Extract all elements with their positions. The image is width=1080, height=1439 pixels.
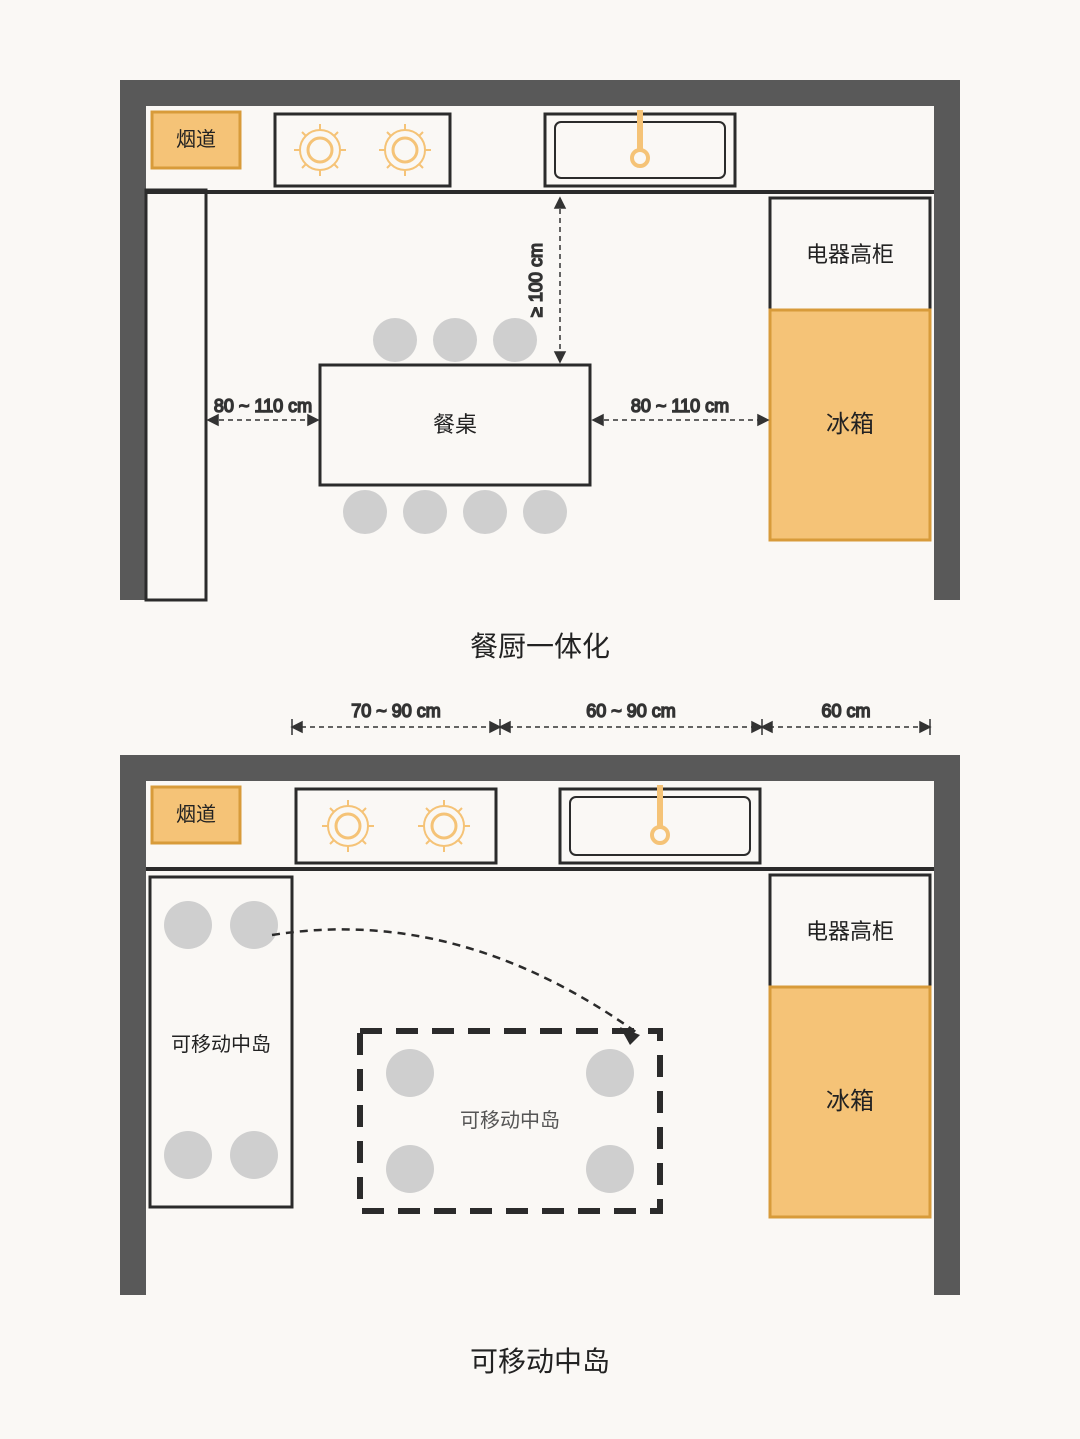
diagram1-title: 餐厨一体化 <box>0 625 1080 665</box>
dim-right: 80 ~ 110 cm <box>593 396 768 425</box>
dim-rail: 70 ~ 90 cm 60 ~ 90 cm 60 cm <box>292 701 930 735</box>
svg-text:70 ~ 90 cm: 70 ~ 90 cm <box>351 701 441 721</box>
island-dot <box>386 1145 434 1193</box>
island-dot <box>230 901 278 949</box>
island-dot <box>586 1049 634 1097</box>
island-center-label: 可移动中岛 <box>460 1109 560 1132</box>
tall-cabinet-label: 电器高柜 <box>806 242 894 267</box>
seat <box>493 318 537 362</box>
diagram-movable-island: 70 ~ 90 cm 60 ~ 90 cm 60 cm 烟道 电器高柜 冰箱 可… <box>0 695 1080 1375</box>
svg-text:≥ 100 cm: ≥ 100 cm <box>526 243 546 317</box>
island-left-label: 可移动中岛 <box>171 1033 271 1056</box>
seat <box>463 490 507 534</box>
fridge-label: 冰箱 <box>826 1088 874 1115</box>
svg-text:80 ~ 110 cm: 80 ~ 110 cm <box>631 396 729 416</box>
seat <box>373 318 417 362</box>
flue-label: 烟道 <box>176 128 216 151</box>
island-dot <box>164 901 212 949</box>
fridge-label: 冰箱 <box>826 411 874 438</box>
seat <box>523 490 567 534</box>
svg-text:80 ~ 110 cm: 80 ~ 110 cm <box>214 396 312 416</box>
diagram2-title: 可移动中岛 <box>0 1340 1080 1380</box>
cooktop <box>275 114 450 186</box>
flue-label: 烟道 <box>176 803 216 826</box>
dim-left: 80 ~ 110 cm <box>208 396 318 425</box>
svg-text:60 cm: 60 cm <box>821 701 870 721</box>
svg-text:60 ~ 90 cm: 60 ~ 90 cm <box>586 701 676 721</box>
island-dot <box>586 1145 634 1193</box>
tall-cabinet-label: 电器高柜 <box>806 919 894 944</box>
seat <box>433 318 477 362</box>
seat <box>343 490 387 534</box>
diagram-integrated-kitchen: 烟道 电器高柜 冰箱 餐桌 ≥ 100 cm 80 ~ 110 cm <box>0 40 1080 670</box>
island-dot <box>164 1131 212 1179</box>
seat <box>403 490 447 534</box>
move-arrow <box>272 929 640 1035</box>
dining-table-label: 餐桌 <box>433 412 477 437</box>
island-dot <box>230 1131 278 1179</box>
island-dot <box>386 1049 434 1097</box>
